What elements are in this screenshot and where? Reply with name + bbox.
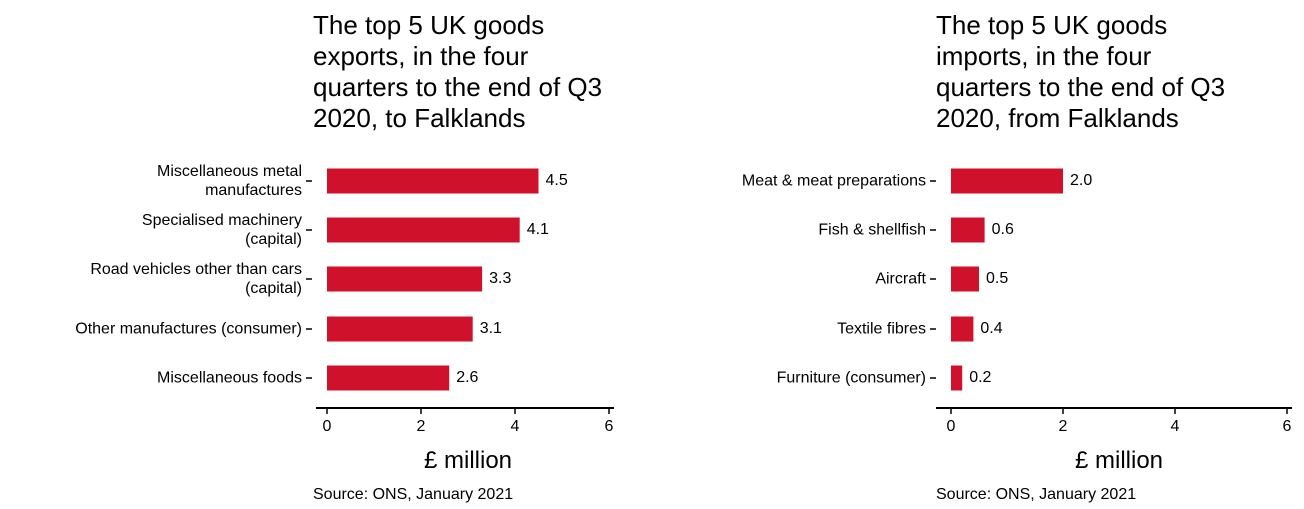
x-tick-label: 0	[322, 418, 332, 435]
y-tick-label: Textile fibres	[837, 320, 926, 338]
bar	[327, 365, 450, 391]
y-tick-label: Miscellaneous metal manufactures	[157, 163, 302, 199]
y-tick-label: Fish & shellfish	[818, 221, 926, 239]
value-label: 4.1	[526, 221, 549, 238]
x-tick-label: 2	[1058, 418, 1068, 435]
value-label: 4.5	[545, 172, 568, 189]
x-tick-label: 0	[946, 418, 956, 435]
caption: Source: ONS, January 2021	[936, 486, 1137, 503]
chart-title: The top 5 UK goods imports, in the four …	[936, 10, 1226, 133]
bar	[327, 168, 539, 194]
y-tick-label: Furniture (consumer)	[776, 369, 926, 387]
bar	[951, 168, 1063, 194]
bar	[327, 266, 483, 292]
bar	[951, 316, 974, 342]
y-tick-label: Road vehicles other than cars (capital)	[90, 261, 302, 297]
bar	[327, 316, 473, 342]
x-tick-label: 2	[416, 418, 426, 435]
x-tick-label: 6	[604, 418, 614, 435]
y-tick-label: Meat & meat preparations	[741, 172, 926, 190]
bar	[951, 365, 963, 391]
bar	[951, 266, 979, 292]
value-label: 3.3	[489, 270, 512, 287]
bar	[327, 217, 520, 243]
x-tick-label: 4	[510, 418, 520, 435]
bar	[951, 217, 985, 243]
value-label: 3.1	[479, 320, 502, 337]
value-label: 2.0	[1070, 172, 1093, 189]
x-tick-label: 6	[1282, 418, 1292, 435]
y-tick-label: Specialised machinery (capital)	[141, 212, 302, 248]
value-label: 0.4	[980, 320, 1003, 337]
x-axis-title: £ million	[1074, 447, 1164, 474]
caption: Source: ONS, January 2021	[313, 486, 514, 503]
y-tick-label: Aircraft	[875, 270, 926, 288]
value-label: 0.6	[991, 221, 1014, 238]
x-axis-title: £ million	[423, 447, 513, 474]
value-label: 0.5	[986, 270, 1009, 287]
value-label: 0.2	[969, 369, 992, 386]
value-label: 2.6	[456, 369, 479, 386]
y-tick-label: Miscellaneous foods	[157, 369, 302, 387]
y-tick-label: Other manufactures (consumer)	[75, 320, 302, 338]
chart-title: The top 5 UK goods exports, in the four …	[313, 10, 603, 133]
x-tick-label: 4	[1170, 418, 1180, 435]
